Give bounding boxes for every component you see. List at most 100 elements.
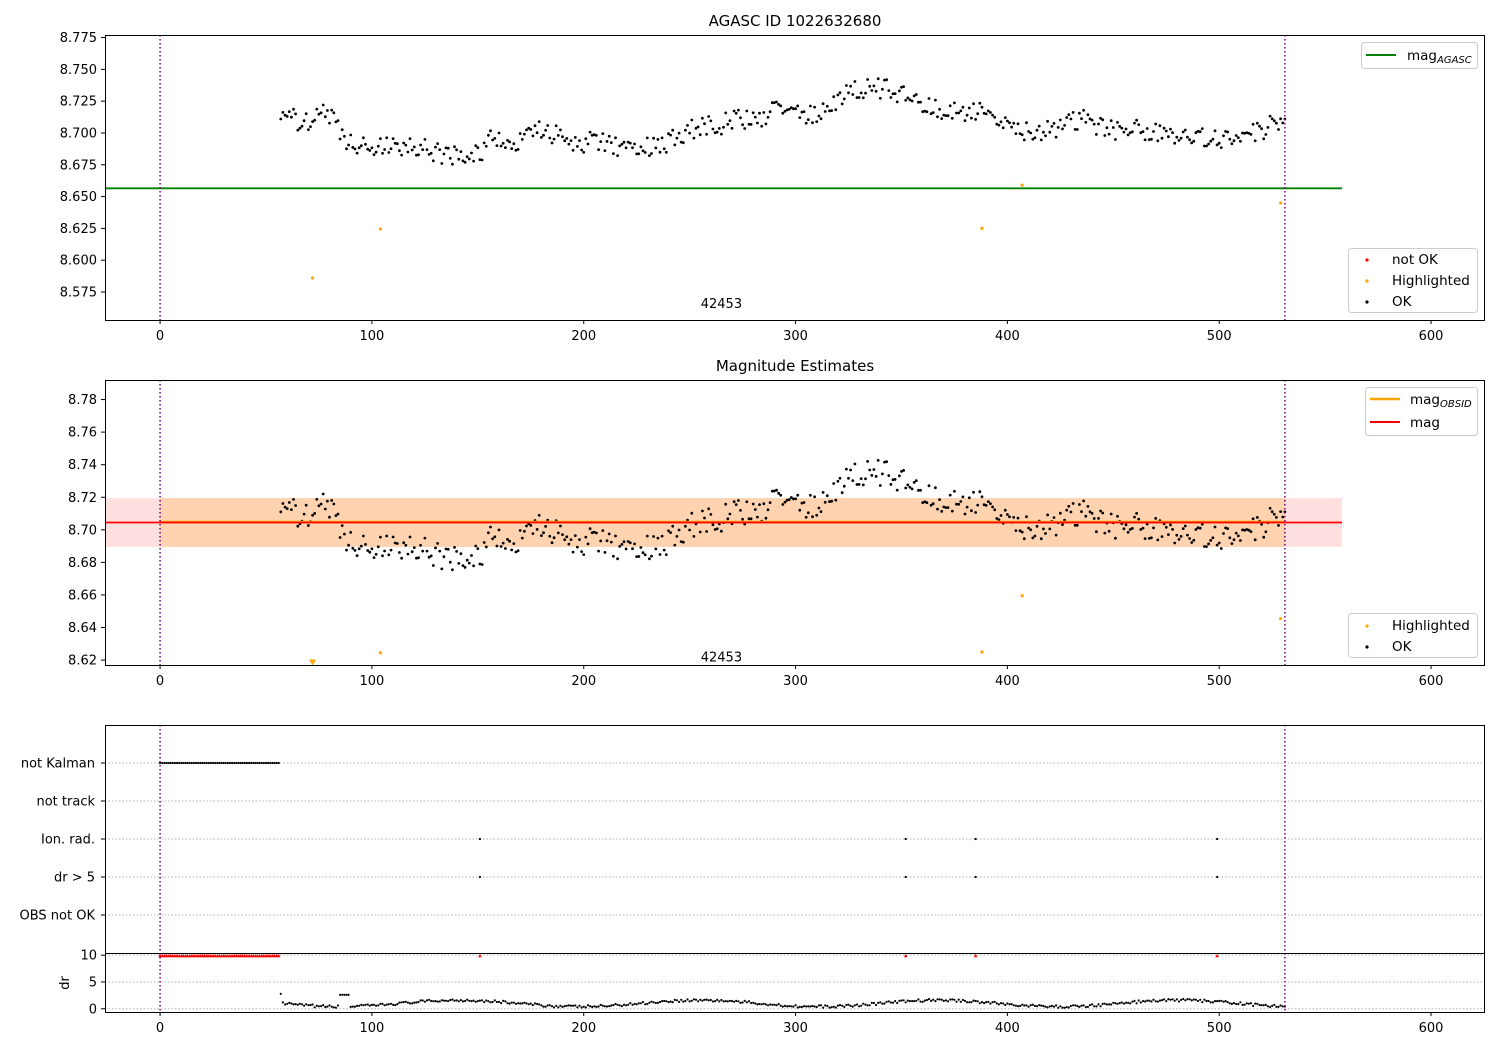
dr-point: [743, 999, 746, 1003]
ok-point: [717, 126, 721, 130]
dr-point: [478, 999, 481, 1002]
dr-point: [290, 1002, 293, 1005]
dr-point: [1099, 1005, 1102, 1008]
ok-point: [1039, 537, 1043, 541]
dr-point: [417, 1000, 420, 1004]
y-tick-label: 8.76: [68, 426, 97, 441]
dr-point: [1027, 1005, 1030, 1008]
ok-point: [417, 153, 420, 157]
ok-point: [986, 109, 990, 113]
ok-point: [1241, 131, 1244, 135]
ok-point: [470, 151, 473, 155]
ok-point: [853, 462, 857, 466]
ok-point: [656, 138, 660, 141]
legend-label-mag-obsid: magOBSID: [1410, 392, 1472, 410]
ok-point: [770, 489, 774, 493]
ok-point: [307, 524, 310, 527]
ok-point: [540, 136, 543, 139]
dr-point: [351, 1005, 354, 1008]
ok-point: [597, 549, 600, 553]
dr-point: [578, 1004, 581, 1007]
dr-point: [703, 998, 706, 1001]
dr-point: [1042, 1004, 1045, 1008]
x-tick-label: 500: [1207, 329, 1232, 344]
dr-point: [790, 1005, 793, 1008]
ok-point: [493, 137, 497, 140]
flag-point: [273, 761, 276, 765]
ok-point: [787, 107, 791, 111]
ok-point: [463, 566, 467, 569]
ok-point: [1173, 141, 1177, 145]
x-tick-label: 200: [571, 329, 596, 344]
ok-point: [1243, 528, 1246, 532]
dr-point: [1084, 1005, 1087, 1009]
dr-point: [370, 1003, 373, 1007]
ok-point: [794, 497, 797, 501]
y-tick-label: 10: [80, 949, 97, 964]
ok-point: [476, 146, 480, 150]
ok-point: [512, 542, 516, 545]
ok-point: [523, 132, 526, 136]
dr-point: [680, 998, 683, 1001]
ok-point: [773, 101, 776, 104]
ok-point: [1080, 510, 1083, 513]
ok-point: [1226, 130, 1230, 134]
dr-point: [1154, 1000, 1157, 1003]
ok-point: [917, 489, 920, 492]
ok-point: [368, 550, 372, 554]
ok-point: [1164, 525, 1168, 529]
dr-point: [500, 1002, 503, 1005]
dr-point: [485, 999, 488, 1002]
dr-point: [1220, 999, 1223, 1002]
ok-point: [372, 556, 376, 559]
ok-point: [919, 488, 922, 492]
dr-point: [464, 999, 467, 1003]
flag-point: [211, 761, 215, 765]
ok-point: [707, 115, 711, 118]
ok-point: [872, 468, 876, 471]
ok-point: [789, 106, 793, 110]
ok-point: [783, 109, 787, 113]
ok-point: [355, 151, 359, 155]
flag-point: [1215, 837, 1219, 841]
ok-point: [518, 132, 522, 135]
ok-point: [1003, 508, 1007, 512]
ok-point: [472, 564, 475, 568]
dr-point: [1148, 999, 1151, 1002]
dr-point: [669, 1000, 672, 1003]
ok-point: [1086, 505, 1090, 508]
ok-point: [347, 543, 350, 547]
dr-point: [451, 998, 454, 1001]
ok-point: [902, 85, 905, 88]
dr-point: [868, 1004, 871, 1007]
ok-point: [618, 144, 622, 148]
ok-point: [758, 111, 761, 115]
dr-point: [1260, 1004, 1263, 1007]
ok-point: [1266, 126, 1270, 129]
dr-point: [925, 998, 929, 1002]
ok-point: [408, 137, 412, 141]
ok-point: [1143, 138, 1147, 142]
dr-point: [968, 1001, 971, 1004]
ok-point: [631, 547, 634, 551]
ok-point: [1219, 547, 1223, 550]
dr-point: [862, 1002, 865, 1005]
ok-point: [828, 109, 831, 113]
ok-point: [281, 111, 285, 114]
ok-point: [652, 535, 655, 538]
ok-point: [660, 534, 664, 538]
dr-point: [983, 1002, 986, 1005]
ok-point: [565, 535, 569, 539]
dr-point: [646, 1002, 649, 1006]
dr-point: [404, 1000, 407, 1003]
ok-point: [641, 149, 645, 153]
ok-point: [681, 141, 685, 145]
flag-point: [167, 761, 170, 765]
dr-point: [400, 1001, 403, 1004]
ok-point: [1088, 117, 1092, 121]
ok-point: [650, 554, 653, 558]
ok-point: [779, 493, 783, 497]
dr-point: [633, 1002, 636, 1006]
ok-point: [766, 115, 770, 119]
